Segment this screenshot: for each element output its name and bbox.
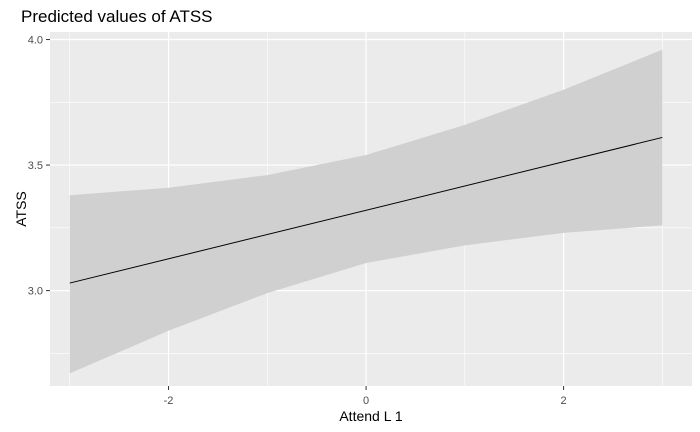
y-axis-ticks: 3.0 3.5 4.0: [28, 35, 50, 298]
y-axis-title: ATSS: [13, 191, 29, 227]
x-tick-label: 0: [363, 395, 369, 407]
chart-title: Predicted values of ATSS: [21, 7, 213, 26]
predicted-line: [69, 136, 663, 284]
x-axis-ticks: -2 0 2: [164, 386, 567, 407]
x-tick-label: -2: [164, 395, 174, 407]
y-tick-label: 3.0: [28, 286, 43, 298]
x-axis-title: Attend L 1: [339, 408, 403, 424]
x-tick-label: 2: [561, 395, 567, 407]
y-tick-label: 3.5: [28, 160, 43, 172]
confidence-ribbon: [69, 49, 663, 374]
y-tick-label: 4.0: [28, 35, 43, 47]
